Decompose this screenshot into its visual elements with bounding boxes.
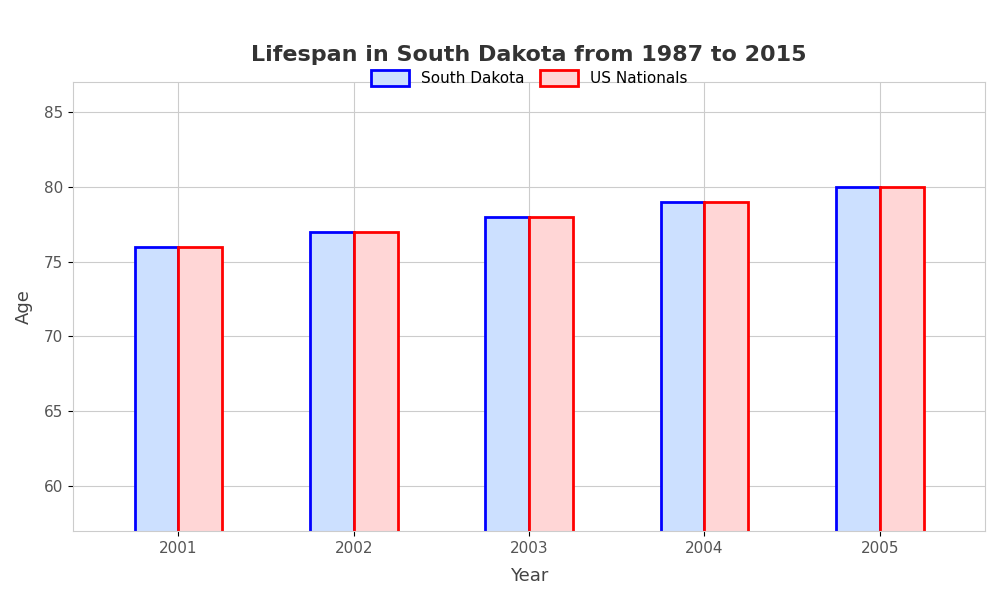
Bar [354,232,398,600]
Bar [310,232,354,600]
Y-axis label: Age: Age [15,289,33,324]
Bar [135,247,178,600]
Bar [880,187,924,600]
Bar [178,247,222,600]
Title: Lifespan in South Dakota from 1987 to 2015: Lifespan in South Dakota from 1987 to 20… [251,45,807,65]
Bar [704,202,748,600]
X-axis label: Year: Year [510,567,548,585]
Bar [529,217,573,600]
Legend: South Dakota, US Nationals: South Dakota, US Nationals [363,62,695,94]
Bar [836,187,880,600]
Bar [485,217,529,600]
Bar [661,202,704,600]
